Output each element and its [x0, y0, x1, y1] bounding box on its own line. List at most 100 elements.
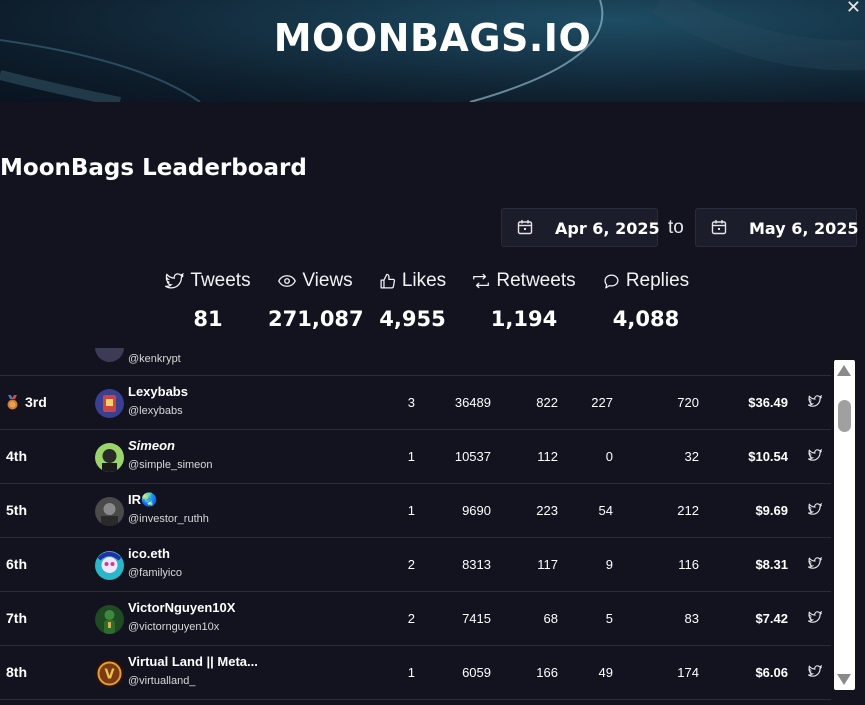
likes-count: 822 [536, 395, 558, 410]
views-count: 7415 [462, 611, 491, 626]
banner-art [0, 0, 865, 102]
likes-count: 166 [536, 665, 558, 680]
twitter-link-icon[interactable] [808, 557, 822, 570]
likes-count: 223 [536, 503, 558, 518]
avatar-image [95, 551, 124, 580]
svg-text:V: V [104, 668, 114, 683]
earnings: $9.69 [755, 503, 788, 518]
avatar [95, 605, 124, 634]
user-name[interactable]: IR🌏 [128, 492, 158, 507]
user-handle: @familyico [128, 567, 182, 579]
tweets-count: 2 [407, 611, 415, 626]
retweets-count: 227 [591, 395, 613, 410]
likes-count: 117 [537, 557, 558, 572]
stat-views-label: Views [302, 270, 353, 291]
replies-count: 720 [677, 395, 699, 410]
user-handle: @lexybabs [128, 405, 183, 417]
replies-count: 174 [677, 665, 699, 680]
tweets-count: 3 [407, 395, 415, 410]
twitter-link-icon[interactable] [808, 395, 822, 408]
stats-summary: Tweets 81 Views 271,087 Likes 4,955 [0, 268, 865, 338]
retweets-count: 9 [605, 557, 613, 572]
rank: 7th [6, 610, 27, 626]
avatar-image [95, 443, 124, 472]
stat-replies-label: Replies [625, 270, 690, 291]
close-button[interactable]: ✕ [845, 0, 861, 17]
thumbs-up-icon [380, 273, 395, 289]
stat-retweets-value: 1,194 [490, 307, 558, 331]
retweets-count: 5 [605, 611, 613, 626]
rank-label: 8th [6, 664, 27, 680]
scroll-thumb[interactable] [838, 400, 851, 432]
rank-label: 7th [6, 610, 27, 626]
rank: 8th [6, 664, 27, 680]
tweets-count: 1 [407, 665, 415, 680]
retweets-count: 54 [598, 503, 613, 518]
stat-likes-label: Likes [401, 270, 447, 291]
avatar [95, 443, 124, 472]
twitter-link-icon[interactable] [808, 503, 822, 516]
stat-views-value: 271,087 [268, 307, 364, 331]
earnings: $8.31 [755, 557, 788, 572]
avatar [95, 551, 124, 580]
table-row: 6th ico.eth @familyico 2 8313 117 9 116 … [0, 538, 831, 592]
stat-retweets-label: Retweets [496, 270, 576, 291]
stat-tweets-value: 81 [193, 307, 223, 331]
replies-count: 116 [678, 557, 699, 572]
rank: 5th [6, 502, 27, 518]
banner-title: MOONBAGS.IO [273, 16, 592, 60]
leaderboard-table[interactable]: @kenkrypt 3rd Lexybabs @lexybabs 3 36489… [0, 348, 831, 705]
retweet-icon [473, 273, 490, 289]
stat-tweets-label: Tweets [190, 270, 251, 291]
date-from-value: Apr 6, 2025 [555, 219, 660, 238]
eye-icon [278, 275, 297, 287]
date-to-value: May 6, 2025 [749, 219, 859, 238]
user-handle: @victornguyen10x [128, 621, 220, 633]
earnings: $36.49 [748, 395, 788, 410]
bronze-medal-icon [7, 394, 18, 409]
rank: 3rd [6, 394, 47, 410]
user-name[interactable]: ico.eth [128, 546, 170, 561]
retweets-count: 0 [605, 449, 613, 464]
twitter-link-icon[interactable] [808, 611, 822, 624]
rank: 4th [6, 448, 27, 464]
rank-label: 3rd [25, 394, 47, 410]
date-to-picker[interactable]: May 6, 2025 [695, 208, 859, 247]
user-name[interactable]: Virtual Land || Meta... [128, 654, 258, 669]
replies-count: 212 [677, 503, 699, 518]
user-handle: @investor_ruthh [128, 513, 209, 525]
rank: 6th [6, 556, 27, 572]
calendar-icon [711, 220, 727, 235]
date-from-picker[interactable]: Apr 6, 2025 [501, 208, 660, 247]
rank-label: 5th [6, 502, 27, 518]
avatar-image: V [95, 659, 124, 688]
avatar-image [95, 497, 124, 526]
retweets-count: 49 [598, 665, 613, 680]
table-row: 4th Simeon @simple_simeon 1 10537 112 0 … [0, 430, 831, 484]
date-separator: to [668, 217, 684, 238]
rank-label: 6th [6, 556, 27, 572]
avatar: V [95, 659, 124, 688]
earnings: $6.06 [755, 665, 788, 680]
stat-likes-value: 4,955 [379, 307, 446, 331]
twitter-link-icon[interactable] [808, 449, 822, 462]
calendar-icon [517, 220, 533, 235]
leaderboard-title: MoonBags Leaderboard [0, 155, 307, 181]
user-name[interactable]: Simeon [128, 438, 175, 453]
avatar [95, 348, 124, 362]
replies-count: 83 [684, 611, 699, 626]
table-scrollbar[interactable] [834, 360, 855, 690]
avatar [95, 389, 124, 418]
twitter-bird-icon [165, 272, 185, 289]
user-handle: @simple_simeon [128, 459, 213, 471]
user-name[interactable]: Lexybabs [128, 384, 188, 399]
earnings: $10.54 [748, 449, 788, 464]
stat-tweets: Tweets 81 [158, 268, 258, 331]
user-name[interactable]: VictorNguyen10X [128, 600, 236, 615]
scroll-up-arrow-icon[interactable] [837, 365, 851, 376]
likes-count: 112 [537, 449, 558, 464]
twitter-link-icon[interactable] [808, 665, 822, 678]
replies-count: 32 [684, 449, 699, 464]
table-row: 8th V Virtual Land || Meta... @virtualla… [0, 646, 831, 700]
scroll-down-arrow-icon[interactable] [837, 674, 851, 685]
